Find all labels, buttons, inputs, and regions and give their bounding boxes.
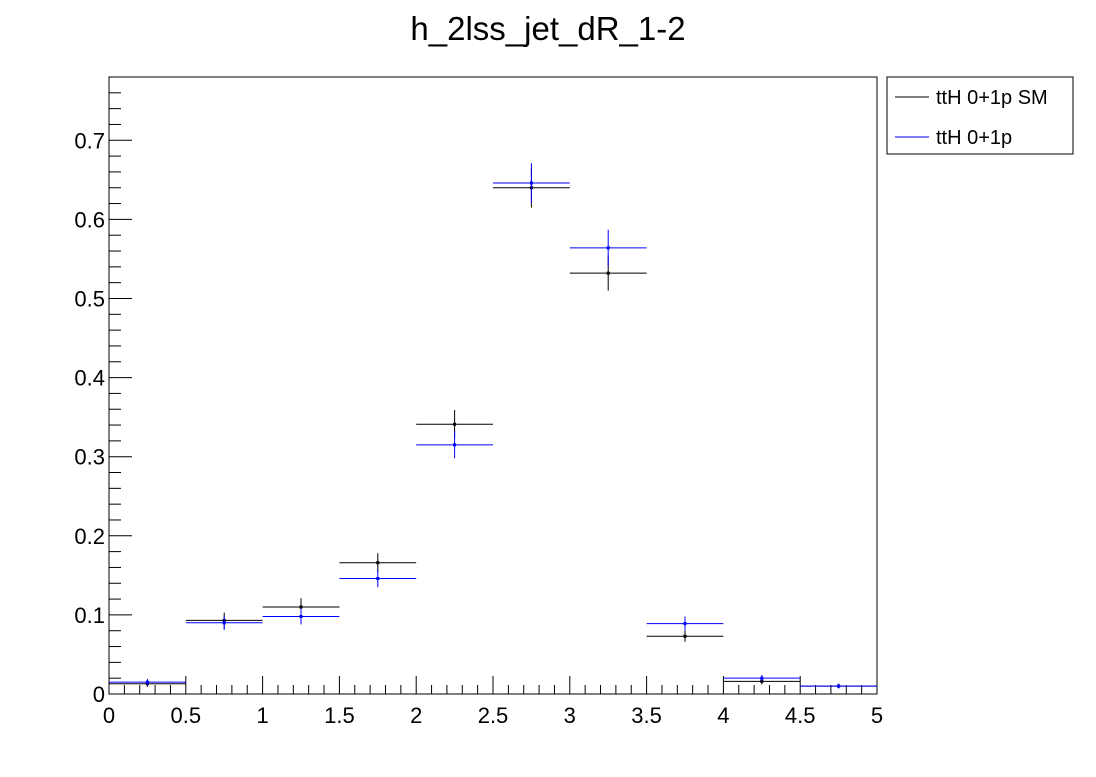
data-point — [262, 608, 340, 625]
point-marker — [376, 561, 380, 565]
data-point — [800, 683, 877, 689]
y-tick-label: 0.3 — [74, 445, 105, 470]
point-marker — [760, 676, 764, 680]
data-point — [646, 616, 724, 631]
point-marker — [145, 680, 149, 684]
legend: ttH 0+1p SM ttH 0+1p — [886, 76, 1074, 155]
x-tick-label: 3 — [564, 703, 576, 728]
x-tick-label: 4 — [717, 703, 729, 728]
x-tick-label: 1.5 — [324, 703, 355, 728]
y-tick-label: 0 — [93, 682, 105, 707]
point-marker — [683, 634, 687, 638]
series-2 — [109, 163, 877, 689]
x-tick-label: 0 — [103, 703, 115, 728]
point-marker — [453, 422, 457, 426]
x-tick-label: 5 — [871, 703, 883, 728]
x-tick-label: 3.5 — [631, 703, 662, 728]
y-tick-label: 0.5 — [74, 286, 105, 311]
axes: 0 0.5 1 1.5 2 2.5 3 3.5 4 4.5 5 0 0.1 0.2 0.3 0.4 0.5 0.6… — [74, 92, 883, 728]
plot-frame — [108, 76, 878, 695]
point-marker — [606, 271, 610, 275]
point-marker — [222, 621, 226, 625]
y-tick-label: 0.6 — [74, 207, 105, 232]
data-point — [185, 615, 263, 630]
point-marker — [683, 622, 687, 626]
series-layer — [109, 163, 877, 689]
y-tick-label: 0.2 — [74, 524, 105, 549]
point-marker — [606, 246, 610, 250]
data-point — [569, 229, 647, 267]
legend-label-ttH-0-1p: ttH 0+1p — [936, 127, 1012, 149]
point-marker — [453, 443, 457, 447]
x-tick-label: 4.5 — [785, 703, 816, 728]
x-tick-label: 1 — [256, 703, 268, 728]
y-tick-label: 0.4 — [74, 366, 105, 391]
point-marker — [376, 577, 380, 581]
data-point — [646, 630, 724, 642]
point-marker — [837, 684, 841, 688]
data-point — [723, 675, 801, 682]
legend-box — [886, 76, 1074, 155]
data-point — [493, 163, 570, 203]
x-tick-label: 0.5 — [171, 703, 202, 728]
chart-title: h_2lss_jet_dR_1-2 — [410, 10, 685, 47]
legend-label-ttH-0-1p-SM: ttH 0+1p SM — [936, 87, 1048, 109]
series-1 — [109, 167, 877, 689]
point-marker — [529, 181, 533, 185]
data-point — [339, 569, 417, 588]
data-point — [416, 431, 493, 459]
y-tick-label: 0.1 — [74, 603, 105, 628]
x-tick-label: 2 — [410, 703, 422, 728]
data-point — [339, 553, 417, 573]
x-tick-label: 2.5 — [478, 703, 509, 728]
point-marker — [760, 679, 764, 683]
y-tick-label: 0.7 — [74, 128, 105, 153]
data-point — [109, 678, 186, 686]
point-marker — [299, 605, 303, 609]
point-marker — [299, 614, 303, 618]
